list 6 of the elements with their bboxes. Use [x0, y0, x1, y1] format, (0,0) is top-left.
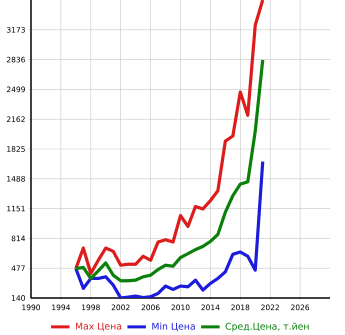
- line-series: [74, 58, 264, 282]
- line-series: [74, 160, 264, 298]
- legend-label: Max Цена: [76, 322, 122, 331]
- legend-label: Min Цена: [152, 322, 195, 332]
- legend-label: Сред.Цена, т.йен: [226, 322, 309, 332]
- line-series: [74, 0, 264, 276]
